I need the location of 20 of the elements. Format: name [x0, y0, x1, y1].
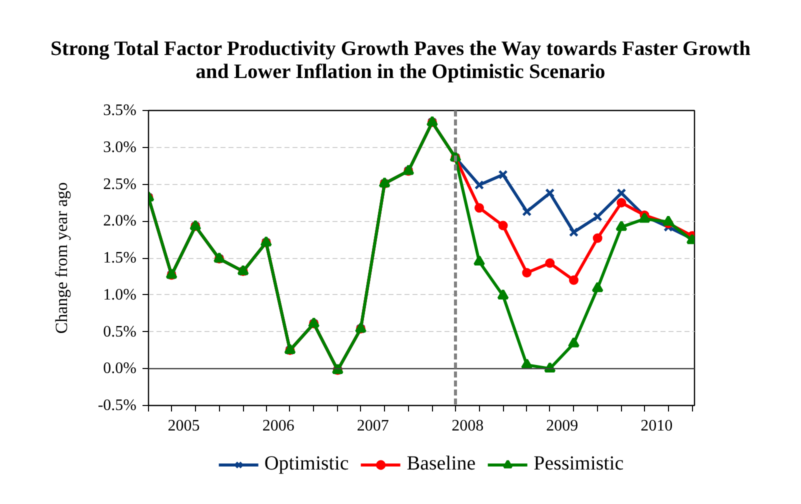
y-axis-title: Change from year ago: [52, 182, 71, 334]
y-tick-label: 0.5%: [103, 323, 136, 340]
y-tick-label: 2.5%: [103, 176, 136, 193]
y-tick-label: 3.5%: [103, 102, 136, 119]
y-tick-label: 2.0%: [103, 212, 136, 230]
x-tick-label: 2006: [262, 418, 294, 434]
x-tick-label: 2005: [168, 418, 200, 434]
chart-title: Strong Total Factor Productivity Growth Paves the Way towards Faster Growth and Lower Inflation in the Optimistic Scenario: [49, 37, 752, 84]
x-tick-label: 2010: [640, 418, 673, 434]
legend-label: Pessimistic: [534, 452, 624, 476]
x-tick-label: 2008: [452, 418, 484, 434]
x-tick-label: 2007: [356, 418, 389, 434]
y-tick-label: 1.5%: [103, 250, 136, 266]
y-tick-label: 0.0%: [103, 360, 136, 378]
x-tick-label: 2009: [546, 418, 578, 434]
legend-label: Optimistic: [264, 452, 349, 476]
y-tick-label: 3.0%: [103, 138, 136, 156]
y-tick-label: -0.5%: [98, 397, 136, 414]
legend-label: Baseline: [406, 452, 476, 476]
y-tick-label: 1.0%: [103, 286, 136, 304]
